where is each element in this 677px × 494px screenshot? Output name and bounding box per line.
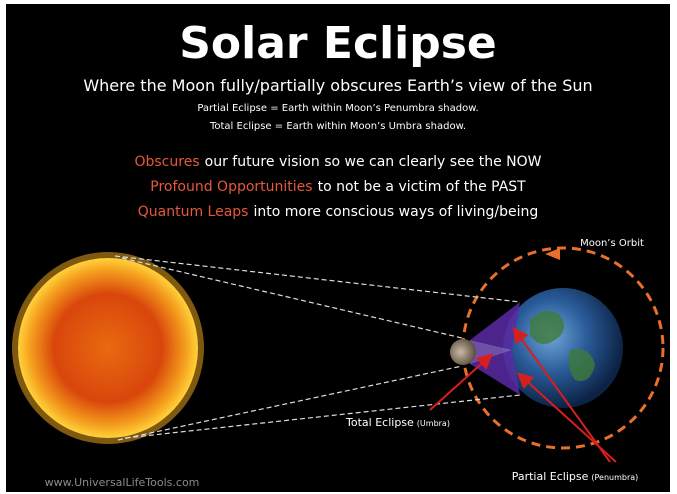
moon xyxy=(450,339,476,365)
note: Partial Eclipse = Earth within Moon’s Pe… xyxy=(197,103,478,114)
orbit-label: Moon’s Orbit xyxy=(580,238,644,249)
label-note: (Umbra) xyxy=(417,419,450,428)
page: {"title": "Solar Eclipse", "subtitle": "… xyxy=(0,0,677,494)
point-text: our future vision so we can clearly see … xyxy=(205,154,542,170)
point: Obscures our future vision so we can clea… xyxy=(134,154,541,170)
title: Solar Eclipse xyxy=(179,18,497,69)
point-text: to not be a victim of the PAST xyxy=(318,179,527,195)
point-highlight: Obscures xyxy=(134,154,199,170)
point-highlight: Quantum Leaps xyxy=(138,204,249,220)
point-text: into more conscious ways of living/being xyxy=(253,204,538,220)
sun xyxy=(18,258,198,438)
point-highlight: Profound Opportunities xyxy=(150,179,312,195)
infographic: Solar Eclipse Where the Moon fully/parti… xyxy=(0,0,677,494)
label-main: Total Eclipse xyxy=(345,416,414,429)
label-main: Partial Eclipse xyxy=(512,470,589,483)
footer: www.UniversalLifeTools.com xyxy=(45,476,200,489)
note: Total Eclipse = Earth within Moon’s Umbr… xyxy=(209,121,466,132)
point: Profound Opportunities to not be a victim… xyxy=(150,179,526,195)
subtitle: Where the Moon fully/partially obscures … xyxy=(83,76,592,95)
earth xyxy=(503,288,623,408)
label-note: (Penumbra) xyxy=(591,473,638,482)
